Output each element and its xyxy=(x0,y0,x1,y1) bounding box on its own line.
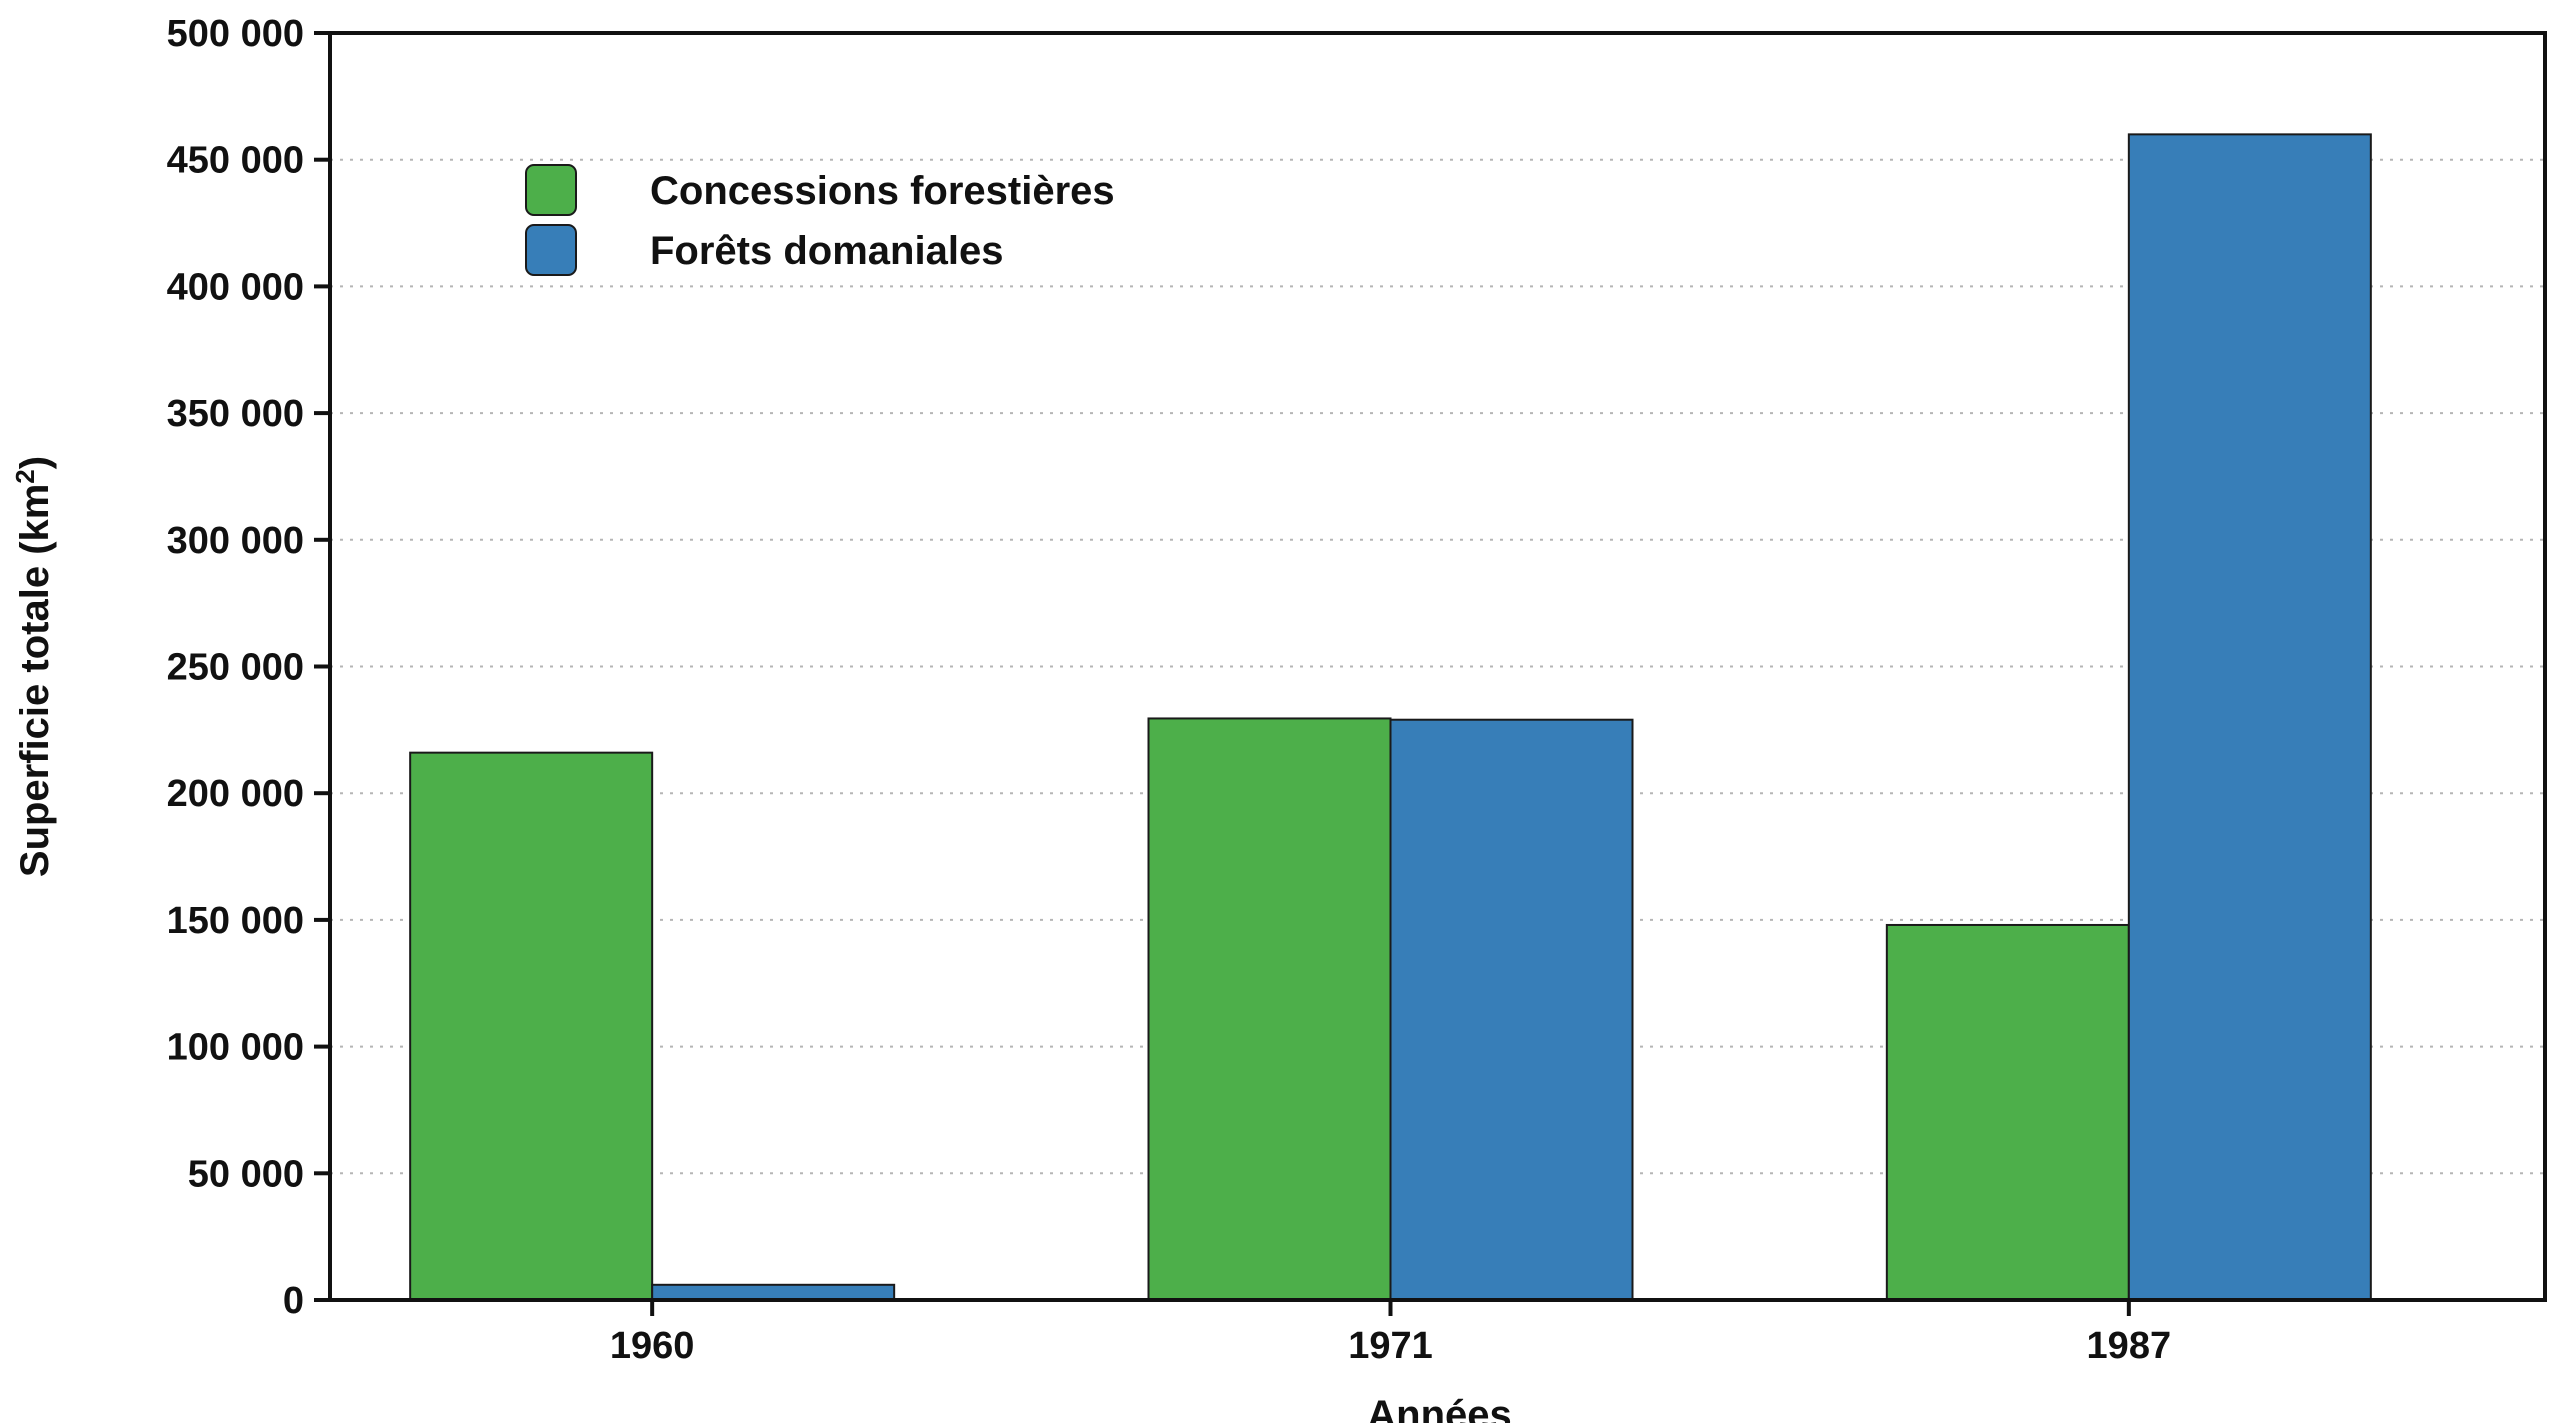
legend-label-forets: Forêts domaniales xyxy=(650,229,1003,273)
bar-forets-1987 xyxy=(2127,133,2372,1302)
x-tick-label: 1971 xyxy=(1348,1325,1433,1367)
bar-concessions-1971 xyxy=(1147,717,1392,1301)
y-axis-ticks: 0 50 000 100 000 150 000 200 000 250 000 300 0… xyxy=(167,13,330,1322)
y-axis-title: Superficie totale (km2) xyxy=(10,456,57,877)
y-tick-label: 150 000 xyxy=(167,900,304,942)
y-tick-label: 500 000 xyxy=(167,13,304,55)
y-tick-label: 400 000 xyxy=(167,266,304,308)
legend-swatch-concessions xyxy=(525,164,577,216)
legend-swatch-forets xyxy=(525,224,577,276)
legend: Concessions forestières Forêts domaniale… xyxy=(525,164,1115,276)
y-tick-label: 50 000 xyxy=(188,1153,304,1195)
bars xyxy=(409,133,2372,1302)
y-axis-title-main: Superficie totale (km xyxy=(13,484,57,877)
y-axis-title-superscript: 2 xyxy=(10,469,40,483)
x-tick-label: 1960 xyxy=(610,1325,695,1367)
y-tick-label: 0 xyxy=(283,1280,304,1322)
y-tick-label: 300 000 xyxy=(167,520,304,562)
bar-forets-1971 xyxy=(1389,718,1634,1301)
y-tick-label: 450 000 xyxy=(167,140,304,182)
y-tick-label: 100 000 xyxy=(167,1027,304,1069)
bar-forets-1960 xyxy=(651,1283,896,1302)
bar-concessions-1987 xyxy=(1885,923,2130,1302)
y-tick-label: 200 000 xyxy=(167,773,304,815)
x-axis-title: Années xyxy=(1367,1393,1512,1423)
legend-label-concessions: Concessions forestières xyxy=(650,169,1115,213)
y-tick-label: 250 000 xyxy=(167,647,304,689)
y-axis-title-close: ) xyxy=(13,456,57,469)
x-axis-ticks: 1960 1971 1987 xyxy=(610,1300,2171,1367)
y-tick-label: 350 000 xyxy=(167,393,304,435)
x-tick-label: 1987 xyxy=(2087,1325,2172,1367)
bar-concessions-1960 xyxy=(409,751,654,1301)
